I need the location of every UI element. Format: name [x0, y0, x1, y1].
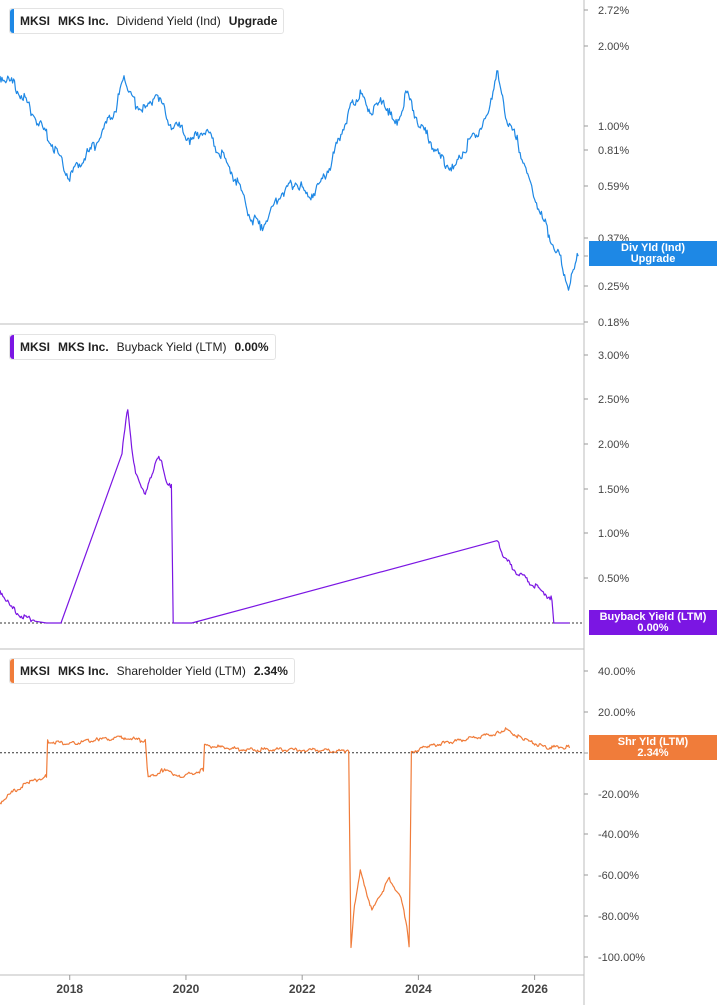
legend-metric: Dividend Yield (Ind) [116, 14, 221, 28]
legend-value[interactable]: Upgrade [228, 14, 278, 28]
grid-layer [0, 0, 585, 1005]
legend-company: MKS Inc. [58, 664, 109, 678]
tag-label: Buyback Yield (LTM) [599, 610, 707, 623]
y-tick-label: -80.00% [598, 911, 639, 923]
y-tick-label: 0.18% [598, 317, 629, 329]
y-tick-label: -20.00% [598, 789, 639, 801]
y-tick-label: 20.00% [598, 707, 636, 719]
tag-label: Div Yld (Ind) [621, 241, 685, 254]
legend-swatch [10, 335, 14, 359]
series-line-0 [0, 70, 579, 291]
y-tick-label: 40.00% [598, 666, 636, 678]
x-tick-label: 2020 [173, 982, 200, 996]
y-tick-label: 2.72% [598, 5, 629, 17]
y-tick-label: 1.00% [598, 121, 629, 133]
price-tag-shareholder: Shr Yld (LTM) 2.34% [589, 735, 717, 760]
x-tick-label: 2026 [521, 982, 548, 996]
tag-value: 2.34% [637, 746, 669, 759]
y-tick-label: -100.00% [598, 952, 645, 964]
legend-swatch [10, 9, 14, 33]
tag-label: Shr Yld (LTM) [617, 735, 689, 748]
y-tick-label: 0.25% [598, 281, 629, 293]
price-tag-dividend: Div Yld (Ind) Upgrade [589, 241, 717, 266]
x-tick-label: 2018 [56, 982, 83, 996]
y-tick-label: 0.50% [598, 573, 629, 585]
legend-company: MKS Inc. [58, 14, 109, 28]
tag-value: Upgrade [630, 252, 676, 265]
legend-swatch [10, 659, 14, 683]
legend-ticker: MKSI [20, 14, 50, 28]
tag-value: 0.00% [637, 621, 669, 634]
legend-ticker: MKSI [20, 340, 50, 354]
legend-value: 2.34% [253, 664, 288, 678]
legend-company: MKS Inc. [58, 340, 109, 354]
legend-shareholder-yield[interactable]: MKSI MKS Inc. Shareholder Yield (LTM) 2.… [9, 658, 295, 684]
legend-metric: Buyback Yield (LTM) [116, 340, 227, 354]
legend-ticker: MKSI [20, 664, 50, 678]
axis-layer: 2.72%2.00%1.00%0.81%0.59%0.37%0.32%0.25%… [56, 5, 645, 996]
y-tick-label: 0.59% [598, 181, 629, 193]
y-tick-label: 3.00% [598, 350, 629, 362]
price-tag-buyback: Buyback Yield (LTM) 0.00% [589, 610, 717, 635]
y-tick-label: 1.50% [598, 484, 629, 496]
y-tick-label: -60.00% [598, 870, 639, 882]
series-line-1 [0, 409, 570, 624]
x-tick-label: 2022 [289, 982, 316, 996]
legend-value: 0.00% [234, 340, 269, 354]
y-tick-label: 0.81% [598, 145, 629, 157]
y-tick-label: -40.00% [598, 829, 639, 841]
y-tick-label: 2.50% [598, 394, 629, 406]
y-tick-label: 2.00% [598, 41, 629, 53]
legend-dividend-yield[interactable]: MKSI MKS Inc. Dividend Yield (Ind) Upgra… [9, 8, 285, 34]
legend-buyback-yield[interactable]: MKSI MKS Inc. Buyback Yield (LTM) 0.00% [9, 334, 276, 360]
x-tick-label: 2024 [405, 982, 432, 996]
series-line-2 [0, 727, 571, 949]
y-tick-label: 2.00% [598, 439, 629, 451]
y-tick-label: 1.00% [598, 528, 629, 540]
legend-metric: Shareholder Yield (LTM) [116, 664, 246, 678]
series-layer [0, 70, 579, 949]
